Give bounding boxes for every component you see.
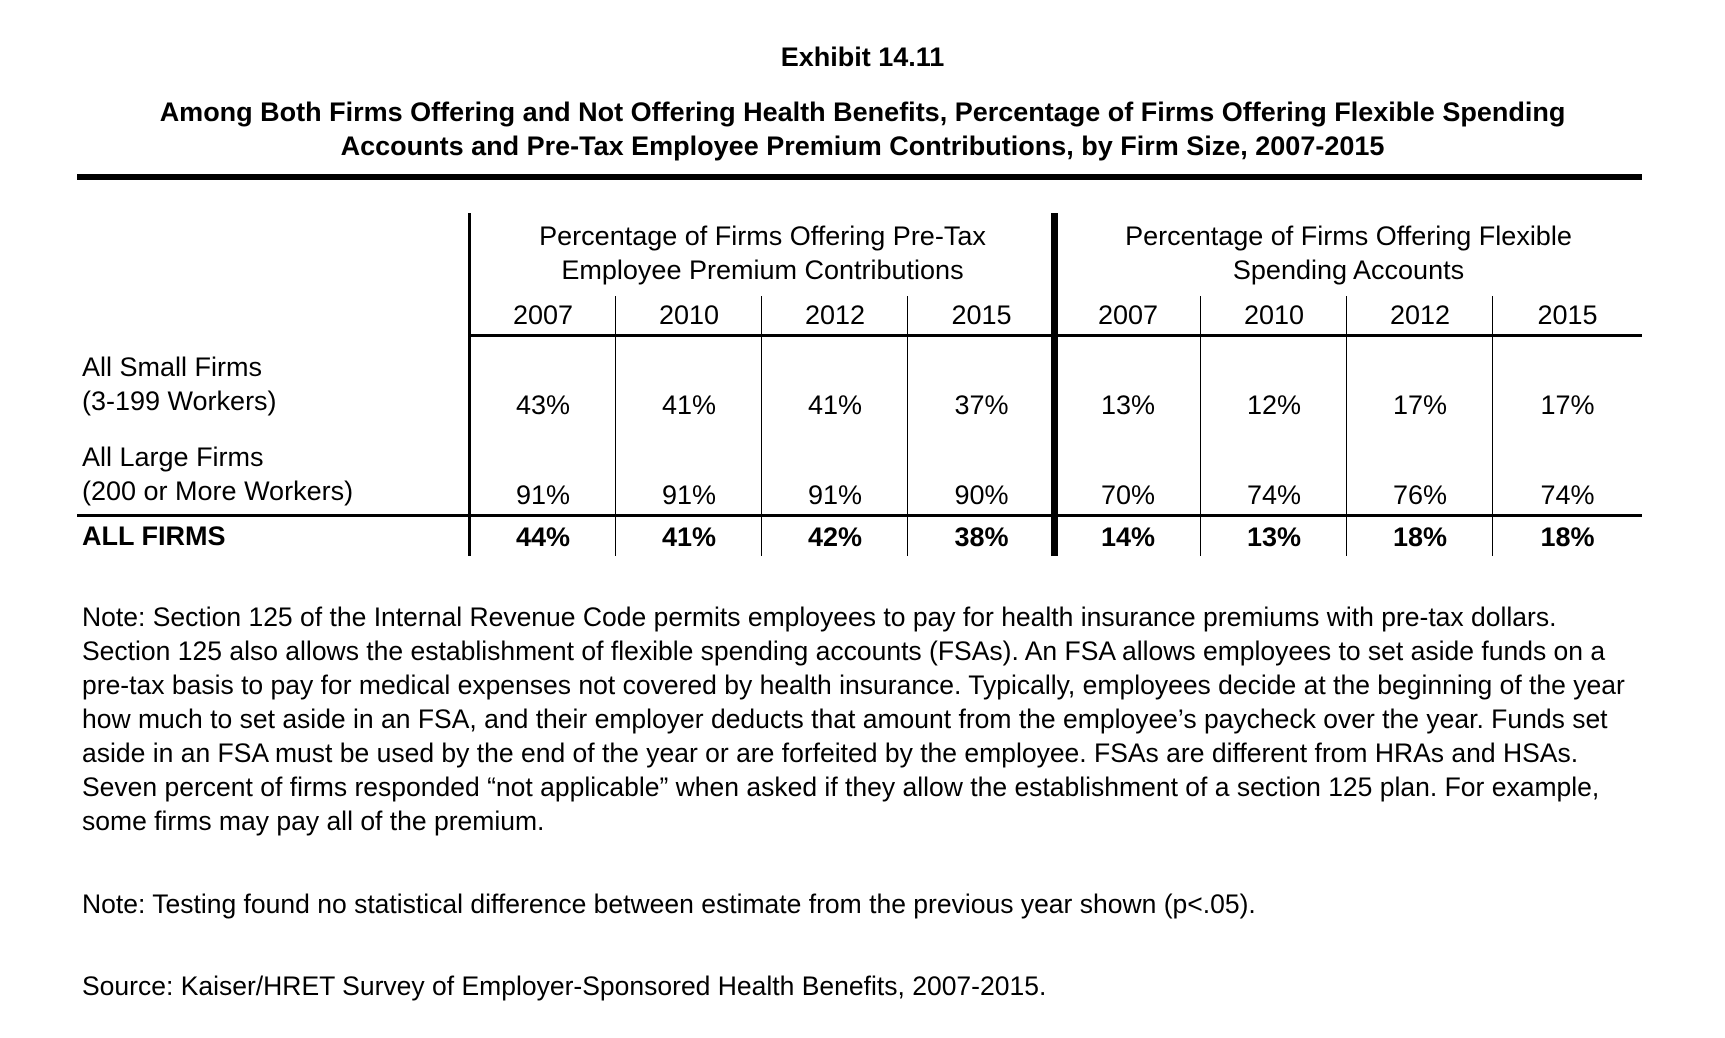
table-cell: 44% — [515, 522, 571, 552]
table-divider — [1051, 213, 1058, 556]
year-header: 2007 — [512, 300, 574, 330]
source-note: Source: Kaiser/HRET Survey of Employer-S… — [82, 971, 1047, 1001]
year-header: 2010 — [658, 300, 720, 330]
table-divider — [1492, 296, 1493, 556]
row-label-all-firms: ALL FIRMS — [82, 521, 226, 551]
table-cell: 74% — [1540, 480, 1595, 510]
table-cell: 41% — [807, 390, 863, 420]
table-cell: 18% — [1392, 522, 1448, 552]
group-header-fsa: Percentage of Firms Offering Flexible Sp… — [1055, 219, 1642, 287]
row-label-small-firms: All Small Firms (3-199 Workers) — [82, 350, 277, 418]
note-testing: Note: Testing found no statistical diffe… — [82, 889, 1256, 919]
table-cell: 17% — [1540, 390, 1595, 420]
table-cell: 18% — [1540, 522, 1595, 552]
table-cell: 17% — [1392, 390, 1448, 420]
table-divider — [1346, 296, 1347, 556]
table-cell: 41% — [661, 390, 717, 420]
year-header: 2010 — [1243, 300, 1305, 330]
row-label-line2: (3-199 Workers) — [82, 386, 277, 416]
table-cell: 91% — [807, 480, 863, 510]
table-cell: 91% — [515, 480, 571, 510]
year-header: 2012 — [1389, 300, 1451, 330]
table-cell: 74% — [1246, 480, 1302, 510]
table-cell: 43% — [515, 390, 571, 420]
table-divider — [77, 514, 1642, 517]
exhibit-title: Among Both Firms Offering and Not Offeri… — [100, 95, 1625, 163]
row-label-large-firms: All Large Firms (200 or More Workers) — [82, 440, 353, 508]
table-divider — [907, 296, 908, 556]
table-cell: 41% — [661, 522, 717, 552]
table-divider — [468, 213, 471, 556]
group-header-pretax-line1: Percentage of Firms Offering Pre-Tax — [539, 221, 986, 251]
table-cell: 42% — [807, 522, 863, 552]
year-header: 2015 — [951, 300, 1012, 330]
row-label-line1: All Large Firms — [82, 442, 264, 472]
table-cell: 76% — [1392, 480, 1448, 510]
row-label-line1: All Small Firms — [82, 352, 262, 382]
group-header-pretax-line2: Employee Premium Contributions — [561, 255, 964, 285]
table-cell: 37% — [954, 390, 1009, 420]
group-header-pretax: Percentage of Firms Offering Pre-Tax Emp… — [470, 219, 1055, 287]
title-divider — [77, 174, 1642, 180]
table-cell: 13% — [1246, 522, 1302, 552]
table-divider — [615, 296, 616, 556]
note-section-125: Note: Section 125 of the Internal Revenu… — [82, 602, 1625, 836]
table-cell: 91% — [661, 480, 717, 510]
table-cell: 13% — [1100, 390, 1156, 420]
table-cell: 70% — [1100, 480, 1156, 510]
table-cell: 12% — [1246, 390, 1302, 420]
year-header: 2015 — [1537, 300, 1598, 330]
table-cell: 90% — [954, 480, 1009, 510]
title-line-1: Among Both Firms Offering and Not Offeri… — [159, 97, 1566, 127]
group-header-fsa-line1: Percentage of Firms Offering Flexible — [1125, 221, 1572, 251]
year-header: 2012 — [804, 300, 866, 330]
table-divider — [470, 334, 1642, 337]
table-cell: 14% — [1100, 522, 1156, 552]
group-header-fsa-line2: Spending Accounts — [1232, 255, 1465, 285]
row-label-line2: (200 or More Workers) — [82, 476, 354, 506]
year-header: 2007 — [1097, 300, 1159, 330]
exhibit-label: Exhibit 14.11 — [780, 42, 945, 72]
table-divider — [1200, 296, 1201, 556]
table-divider — [761, 296, 762, 556]
title-line-2: Accounts and Pre-Tax Employee Premium Co… — [340, 131, 1385, 161]
table-cell: 38% — [954, 522, 1009, 552]
